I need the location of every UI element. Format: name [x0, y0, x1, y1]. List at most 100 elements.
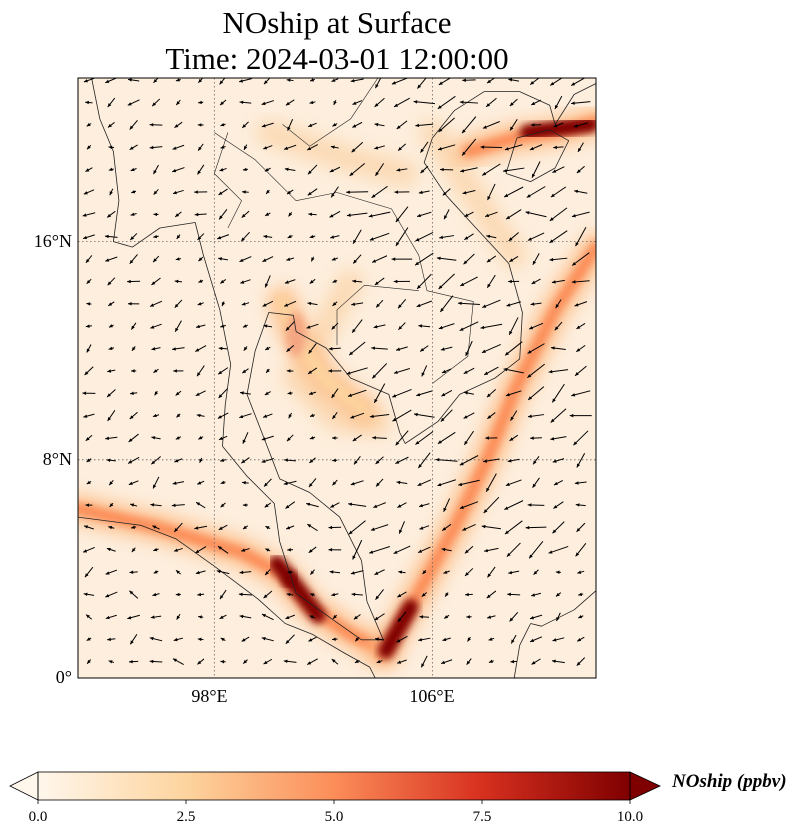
wind-arrow — [510, 410, 518, 421]
wind-arrow — [464, 211, 474, 218]
wind-arrow — [371, 255, 388, 263]
wind-arrow — [510, 634, 517, 644]
wind-arrow — [285, 321, 295, 332]
wind-arrow — [332, 122, 338, 127]
wind-arrow — [216, 569, 230, 575]
wind-arrow — [463, 253, 475, 265]
lat-tick-label: 8°N — [42, 448, 72, 469]
lon-tick-label: 98°E — [191, 686, 228, 706]
wind-arrow — [218, 208, 228, 220]
wind-arrow — [465, 340, 473, 357]
wind-arrow — [128, 433, 139, 443]
wind-arrow — [107, 369, 116, 373]
wind-arrow — [372, 436, 387, 440]
wind-arrow — [391, 257, 413, 261]
wind-arrow — [220, 502, 226, 508]
wind-arrow — [197, 123, 204, 127]
wind-arrow — [83, 525, 94, 530]
wind-arrow — [309, 615, 316, 619]
wind-arrow — [150, 615, 162, 619]
wind-arrow — [484, 211, 498, 218]
wind-arrow — [352, 279, 363, 284]
wind-arrow — [175, 257, 181, 261]
wind-arrow — [331, 592, 339, 597]
wind-arrow — [152, 476, 160, 489]
wind-arrow — [330, 235, 340, 239]
wind-arrow — [219, 614, 227, 620]
wind-arrow — [108, 479, 114, 486]
wind-arrow — [220, 637, 226, 642]
wind-arrow — [440, 167, 454, 172]
colorbar-gradient — [38, 772, 630, 800]
wind-arrow — [578, 592, 584, 596]
lon-tick-label: 106°E — [409, 686, 455, 706]
wind-arrow — [370, 524, 389, 531]
wind-arrow — [287, 570, 293, 574]
wind-arrow — [505, 390, 522, 397]
wind-arrow — [306, 323, 319, 329]
wind-arrow — [105, 569, 118, 575]
wind-arrow — [441, 389, 453, 397]
wind-arrow — [397, 502, 407, 508]
wind-arrow — [195, 501, 206, 509]
wind-arrow — [242, 167, 248, 172]
wind-arrow — [172, 189, 184, 195]
wind-arrow — [464, 568, 474, 577]
noship-hotspot — [378, 599, 419, 659]
wind-arrow — [480, 323, 503, 330]
wind-arrow — [375, 478, 384, 487]
wind-arrow — [332, 279, 338, 283]
wind-arrow — [198, 436, 204, 440]
wind-arrow — [151, 436, 161, 440]
wind-arrow — [530, 302, 542, 306]
wind-arrow — [241, 302, 250, 306]
wind-arrow — [306, 144, 318, 151]
wind-arrow — [373, 502, 386, 509]
wind-arrow — [349, 163, 366, 177]
wind-arrow — [220, 480, 226, 485]
wind-arrow — [217, 412, 229, 419]
wind-arrow — [82, 234, 95, 240]
wind-arrow — [109, 188, 114, 196]
wind-arrow — [509, 98, 518, 107]
wind-arrow — [241, 368, 249, 374]
wind-arrow — [195, 324, 206, 329]
wind-arrow — [108, 145, 115, 150]
wind-arrow — [554, 95, 563, 110]
wind-arrow — [106, 458, 116, 462]
wind-arrow — [393, 368, 410, 374]
wind-arrow — [531, 278, 541, 285]
lat-tick-label: 16°N — [33, 230, 72, 251]
wind-arrow — [375, 163, 385, 177]
wind-arrow — [86, 302, 92, 306]
wind-arrow — [331, 78, 339, 83]
wind-arrow — [220, 324, 226, 328]
wind-arrow — [415, 123, 434, 128]
wind-arrow — [152, 592, 160, 597]
wind-arrow — [107, 410, 116, 422]
wind-arrow — [197, 233, 205, 241]
wind-arrow — [397, 143, 407, 152]
wind-arrow — [505, 479, 522, 487]
wind-arrow — [309, 100, 316, 105]
wind-arrow — [307, 367, 318, 375]
wind-arrow — [510, 659, 517, 664]
wind-arrow — [350, 570, 364, 575]
wind-arrow — [461, 138, 477, 156]
wind-arrow — [371, 363, 388, 379]
wind-arrow — [307, 301, 318, 306]
wind-arrow — [284, 458, 297, 462]
wind-arrow — [107, 637, 116, 642]
wind-arrow — [195, 390, 206, 397]
wind-arrow — [241, 210, 250, 218]
wind-arrow — [576, 323, 586, 330]
wind-arrow — [283, 659, 297, 664]
wind-arrow — [397, 611, 407, 623]
wind-arrow — [84, 366, 94, 376]
wind-arrow — [464, 233, 474, 241]
map-title-line2: Time: 2024-03-01 12:00:00 — [165, 41, 509, 76]
wind-arrow — [330, 145, 339, 149]
wind-arrow — [262, 300, 274, 307]
wind-arrow — [83, 78, 95, 83]
wind-arrow — [265, 525, 271, 530]
